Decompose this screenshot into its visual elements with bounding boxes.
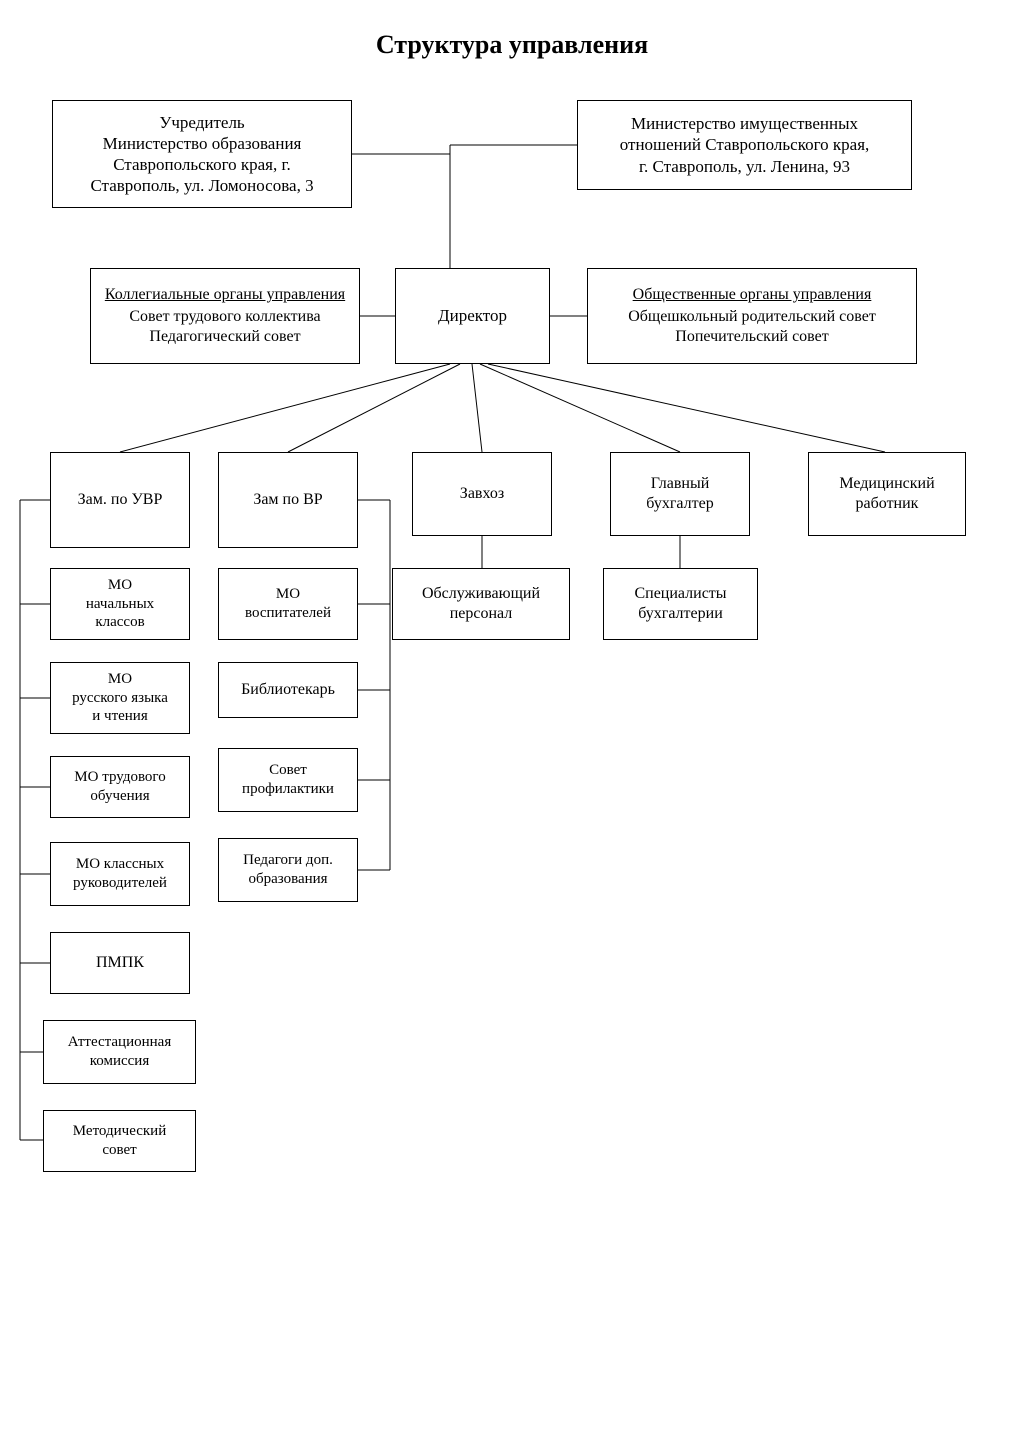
node-line: МО (276, 585, 300, 604)
chart-title: Структура управления (376, 30, 648, 60)
node-line: бухгалтерии (638, 604, 723, 624)
node-acc_spec: Специалистыбухгалтерии (603, 568, 758, 640)
node-line: Медицинский (839, 474, 934, 494)
node-mo_primary: МОначальныхклассов (50, 568, 190, 640)
node-line: Ставропольского края, г. (113, 154, 291, 175)
node-line: Специалисты (634, 584, 726, 604)
node-zavhoz: Завхоз (412, 452, 552, 536)
node-librarian: Библиотекарь (218, 662, 358, 718)
node-mo_class: МО классныхруководителей (50, 842, 190, 906)
node-line: и чтения (92, 707, 148, 726)
node-extra_edu: Педагоги доп.образования (218, 838, 358, 902)
node-line: Завхоз (460, 484, 504, 504)
node-zam_uvr: Зам. по УВР (50, 452, 190, 548)
node-line: г. Ставрополь, ул. Ленина, 93 (639, 156, 850, 177)
node-line: Попечительский совет (675, 327, 828, 347)
node-line: Главный (651, 474, 710, 494)
node-line: Библиотекарь (241, 680, 335, 700)
node-line: русского языка (72, 689, 168, 708)
node-line: воспитателей (245, 604, 331, 623)
node-line: Методический (73, 1122, 166, 1141)
node-mo_vosp: МОвоспитателей (218, 568, 358, 640)
node-heading: Общественные органы управления (633, 285, 872, 305)
node-method: Методическийсовет (43, 1110, 196, 1172)
node-line: Аттестационная (68, 1033, 171, 1052)
node-ministry_property: Министерство имущественныхотношений Став… (577, 100, 912, 190)
node-line: Совет трудового коллектива (129, 307, 320, 327)
node-line: Обслуживающий (422, 584, 540, 604)
node-pmpk: ПМПК (50, 932, 190, 994)
node-line: работник (856, 494, 919, 514)
node-line: МО классных (76, 855, 164, 874)
node-line: руководителей (73, 874, 167, 893)
node-mo_trud: МО трудовогообучения (50, 756, 190, 818)
node-line: совет (102, 1141, 136, 1160)
node-service_staff: Обслуживающийперсонал (392, 568, 570, 640)
node-line: Директор (438, 305, 507, 326)
node-line: классов (95, 613, 144, 632)
node-heading: Коллегиальные органы управления (105, 285, 345, 305)
node-public: Общественные органы управленияОбщешкольн… (587, 268, 917, 364)
node-line: отношений Ставропольского края, (620, 134, 870, 155)
node-chief_acc: Главныйбухгалтер (610, 452, 750, 536)
node-mo_rus: МОрусского языкаи чтения (50, 662, 190, 734)
node-line: Министерство образования (103, 133, 302, 154)
node-line: Общешкольный родительский совет (628, 307, 876, 327)
node-collegial: Коллегиальные органы управленияСовет тру… (90, 268, 360, 364)
node-line: МО трудового (74, 768, 165, 787)
node-line: ПМПК (96, 953, 144, 973)
node-attest: Аттестационнаякомиссия (43, 1020, 196, 1084)
node-line: Зам. по УВР (78, 490, 163, 510)
node-line: Министерство имущественных (631, 113, 858, 134)
node-line: Учредитель (159, 112, 244, 133)
node-line: МО (108, 576, 132, 595)
node-line: образования (248, 870, 327, 889)
node-line: Педагоги доп. (243, 851, 333, 870)
node-line: бухгалтер (646, 494, 713, 514)
node-prevention: Советпрофилактики (218, 748, 358, 812)
node-line: Ставрополь, ул. Ломоносова, 3 (90, 175, 313, 196)
node-medic: Медицинскийработник (808, 452, 966, 536)
node-line: Совет (269, 761, 307, 780)
org-chart: Структура управления УчредительМинистерс… (0, 0, 1024, 1448)
node-line: персонал (450, 604, 513, 624)
node-founder: УчредительМинистерство образованияСтавро… (52, 100, 352, 208)
node-line: начальных (86, 595, 154, 614)
node-zam_vr: Зам по ВР (218, 452, 358, 548)
node-line: МО (108, 670, 132, 689)
node-line: комиссия (90, 1052, 150, 1071)
node-line: Педагогический совет (149, 327, 300, 347)
node-line: профилактики (242, 780, 334, 799)
node-line: Зам по ВР (253, 490, 322, 510)
node-line: обучения (90, 787, 149, 806)
node-director: Директор (395, 268, 550, 364)
